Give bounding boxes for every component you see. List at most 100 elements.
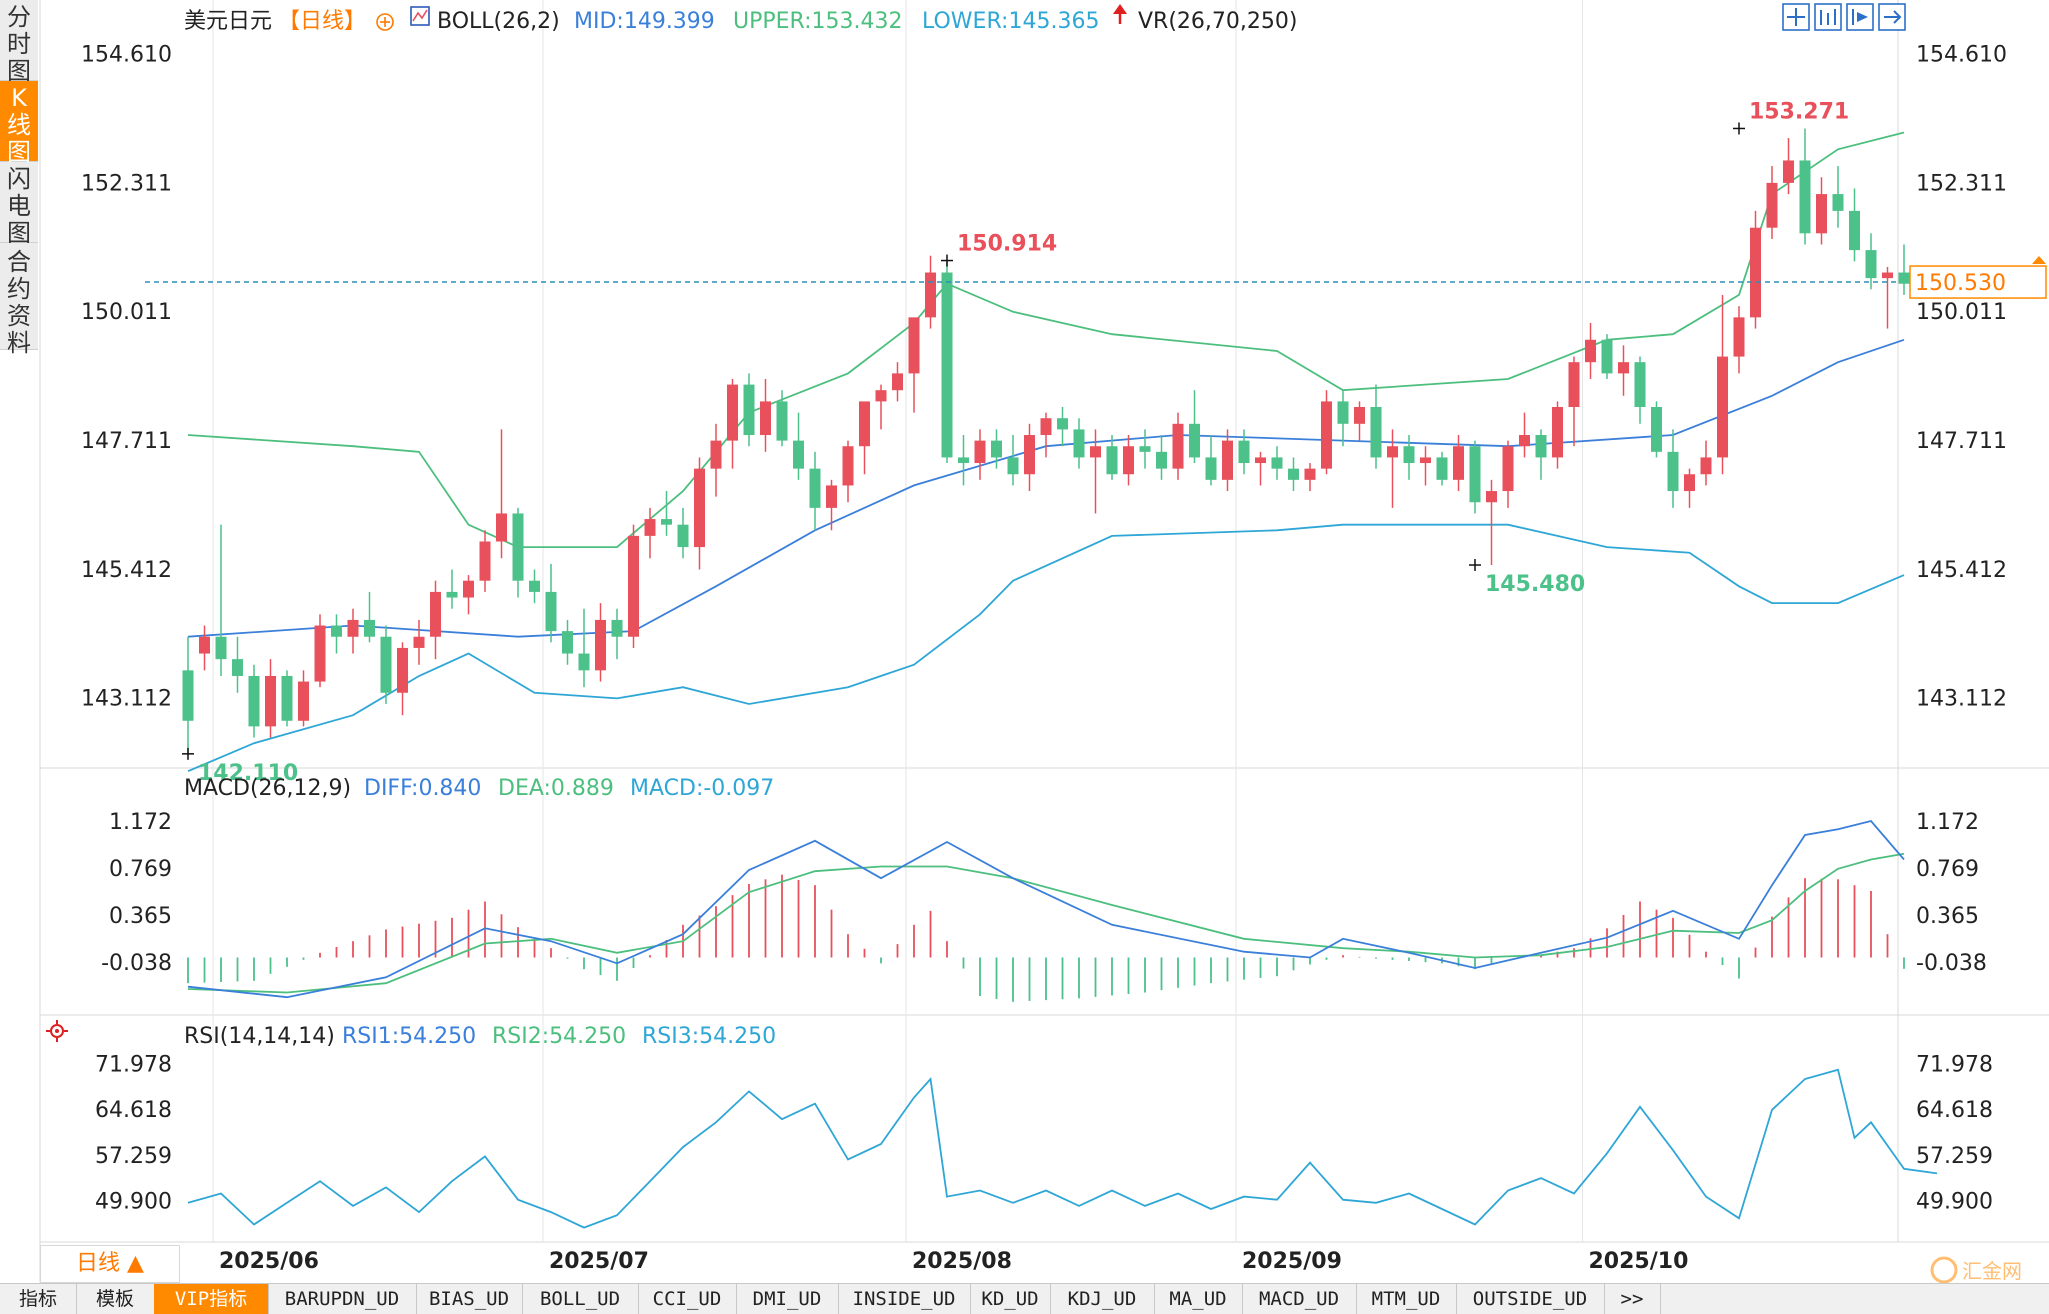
settings-icon[interactable] bbox=[46, 1020, 68, 1042]
bottom-tab-14[interactable]: OUTSIDE_UD bbox=[1456, 1284, 1605, 1314]
x-tick-label: 2025/09 bbox=[1242, 1249, 1342, 1274]
candle-body bbox=[1057, 418, 1068, 430]
candle-body bbox=[281, 675, 293, 721]
chart-canvas[interactable]: 154.610 154.610 152.311 152.311 150.011 150.0… bbox=[0, 0, 2049, 1283]
add-icon[interactable] bbox=[376, 13, 394, 31]
bottom-tab-10[interactable]: KDJ_UD bbox=[1050, 1284, 1155, 1314]
candle-body bbox=[1354, 407, 1365, 424]
candle bbox=[248, 664, 260, 738]
current-price-value: 150.530 bbox=[1915, 271, 2006, 296]
boll-mid-line bbox=[187, 338, 1905, 638]
candle bbox=[611, 608, 623, 660]
annotation: 150.914 bbox=[941, 232, 1057, 267]
candle-body bbox=[859, 401, 870, 447]
tab-contract[interactable]: 合约资料 bbox=[0, 243, 38, 357]
candle-body bbox=[1387, 446, 1398, 458]
candle bbox=[446, 569, 458, 609]
current-price-box bbox=[1909, 265, 2047, 299]
candle bbox=[529, 569, 540, 604]
zoom-in-icon[interactable] bbox=[1814, 3, 1842, 31]
svg-text:汇金网: 汇金网 bbox=[1962, 1259, 2022, 1283]
candle-body bbox=[1898, 272, 1910, 284]
y-tick-left: 152.311 bbox=[81, 171, 172, 196]
candle-body bbox=[875, 390, 887, 402]
candle-body bbox=[232, 659, 243, 676]
bottom-tab-4[interactable]: BIAS_UD bbox=[416, 1284, 523, 1314]
y-tick-left: 143.112 bbox=[81, 687, 172, 712]
candle-body bbox=[1040, 418, 1052, 436]
crosshair-icon[interactable] bbox=[1782, 3, 1810, 31]
candle-body bbox=[1634, 362, 1646, 408]
candle-body bbox=[1403, 446, 1415, 464]
candle-body bbox=[545, 591, 557, 632]
bottom-tab-1[interactable]: 模板 bbox=[76, 1284, 155, 1314]
candle bbox=[1865, 233, 1877, 290]
candle-body bbox=[1849, 210, 1860, 251]
candle-body bbox=[991, 440, 1002, 458]
bottom-tab-7[interactable]: DMI_UD bbox=[736, 1284, 839, 1314]
candle-body bbox=[941, 272, 953, 458]
candle bbox=[1172, 412, 1184, 480]
y-tick-right: 143.112 bbox=[1916, 687, 2007, 712]
scroll-right-icon[interactable] bbox=[1878, 3, 1906, 31]
annotation-label: 142.110 bbox=[198, 761, 298, 786]
bottom-tab-11[interactable]: MA_UD bbox=[1154, 1284, 1243, 1314]
candle-body bbox=[644, 519, 656, 536]
boll-label: BOLL(26,2) bbox=[437, 9, 560, 34]
candle-body bbox=[430, 591, 441, 637]
candle-body bbox=[463, 580, 474, 598]
bottom-tab-3[interactable]: BARUPDN_UD bbox=[268, 1284, 417, 1314]
candle-body bbox=[1552, 407, 1563, 458]
candle-body bbox=[1502, 446, 1514, 492]
indicator-icon[interactable] bbox=[410, 6, 430, 26]
tab-kline[interactable]: K线图 bbox=[0, 81, 38, 166]
candle-body bbox=[1288, 468, 1299, 480]
bottom-tab-15[interactable]: >> bbox=[1604, 1284, 1661, 1314]
y-tick-left: 71.978 bbox=[95, 1053, 172, 1078]
tab-timeshare[interactable]: 分时图 bbox=[0, 0, 38, 85]
period-selector[interactable]: 日线 ▲ bbox=[40, 1245, 180, 1283]
bottom-tab-13[interactable]: MTM_UD bbox=[1356, 1284, 1457, 1314]
candle-body bbox=[1750, 227, 1761, 318]
candle-body bbox=[1486, 491, 1497, 503]
candle bbox=[1898, 244, 1910, 295]
bottom-tab-5[interactable]: BOLL_UD bbox=[522, 1284, 639, 1314]
y-tick-right: 154.610 bbox=[1916, 42, 2007, 67]
candle-body bbox=[562, 631, 573, 654]
tab-flash[interactable]: 闪电图 bbox=[0, 162, 38, 247]
bottom-tab-0[interactable]: 指标 bbox=[0, 1284, 77, 1314]
candle bbox=[1700, 440, 1712, 486]
candle bbox=[430, 580, 441, 660]
boll-mid-value: MID:149.399 bbox=[574, 9, 715, 34]
candle bbox=[1420, 446, 1431, 486]
rsi1-value: RSI1:54.250 bbox=[342, 1024, 476, 1049]
rsi2-value: RSI2:54.250 bbox=[492, 1024, 626, 1049]
candle-body bbox=[1816, 194, 1827, 234]
candle bbox=[1057, 407, 1068, 447]
boll-upper-value: UPPER:153.432 bbox=[733, 9, 903, 34]
y-tick-left: 154.610 bbox=[81, 42, 172, 67]
candle bbox=[265, 659, 276, 738]
bottom-tab-8[interactable]: INSIDE_UD bbox=[838, 1284, 971, 1314]
bottom-tab-12[interactable]: MACD_UD bbox=[1242, 1284, 1357, 1314]
y-tick-right: 71.978 bbox=[1916, 1053, 1993, 1078]
candle bbox=[1667, 429, 1679, 508]
annotation: 142.110 bbox=[182, 747, 298, 786]
candle-body bbox=[1568, 362, 1580, 408]
x-axis-labels: 2025/06 2025/07 2025/08 2025/09 2025/10 bbox=[219, 1249, 1688, 1274]
bottom-tab-6[interactable]: CCI_UD bbox=[638, 1284, 737, 1314]
y-tick-left: 1.172 bbox=[109, 810, 172, 835]
candle-body bbox=[1766, 182, 1778, 228]
y-tick-right: 64.618 bbox=[1916, 1098, 1993, 1123]
candle bbox=[1783, 138, 1794, 195]
candle bbox=[1469, 440, 1481, 514]
bottom-tab-2[interactable]: VIP指标 bbox=[154, 1284, 269, 1314]
macd-dea-line bbox=[187, 852, 1905, 994]
macd-label: MACD(26,12,9) bbox=[184, 776, 351, 801]
zoom-out-icon[interactable] bbox=[1846, 3, 1874, 31]
bottom-tab-9[interactable]: KD_UD bbox=[970, 1284, 1051, 1314]
candle bbox=[347, 608, 359, 654]
indicator-tab-bar: 指标 模板 VIP指标 BARUPDN_UD BIAS_UD BOLL_UD CCI_UD D… bbox=[0, 1283, 2049, 1314]
y-tick-right: 145.412 bbox=[1916, 558, 2007, 583]
candle-body bbox=[776, 401, 788, 441]
